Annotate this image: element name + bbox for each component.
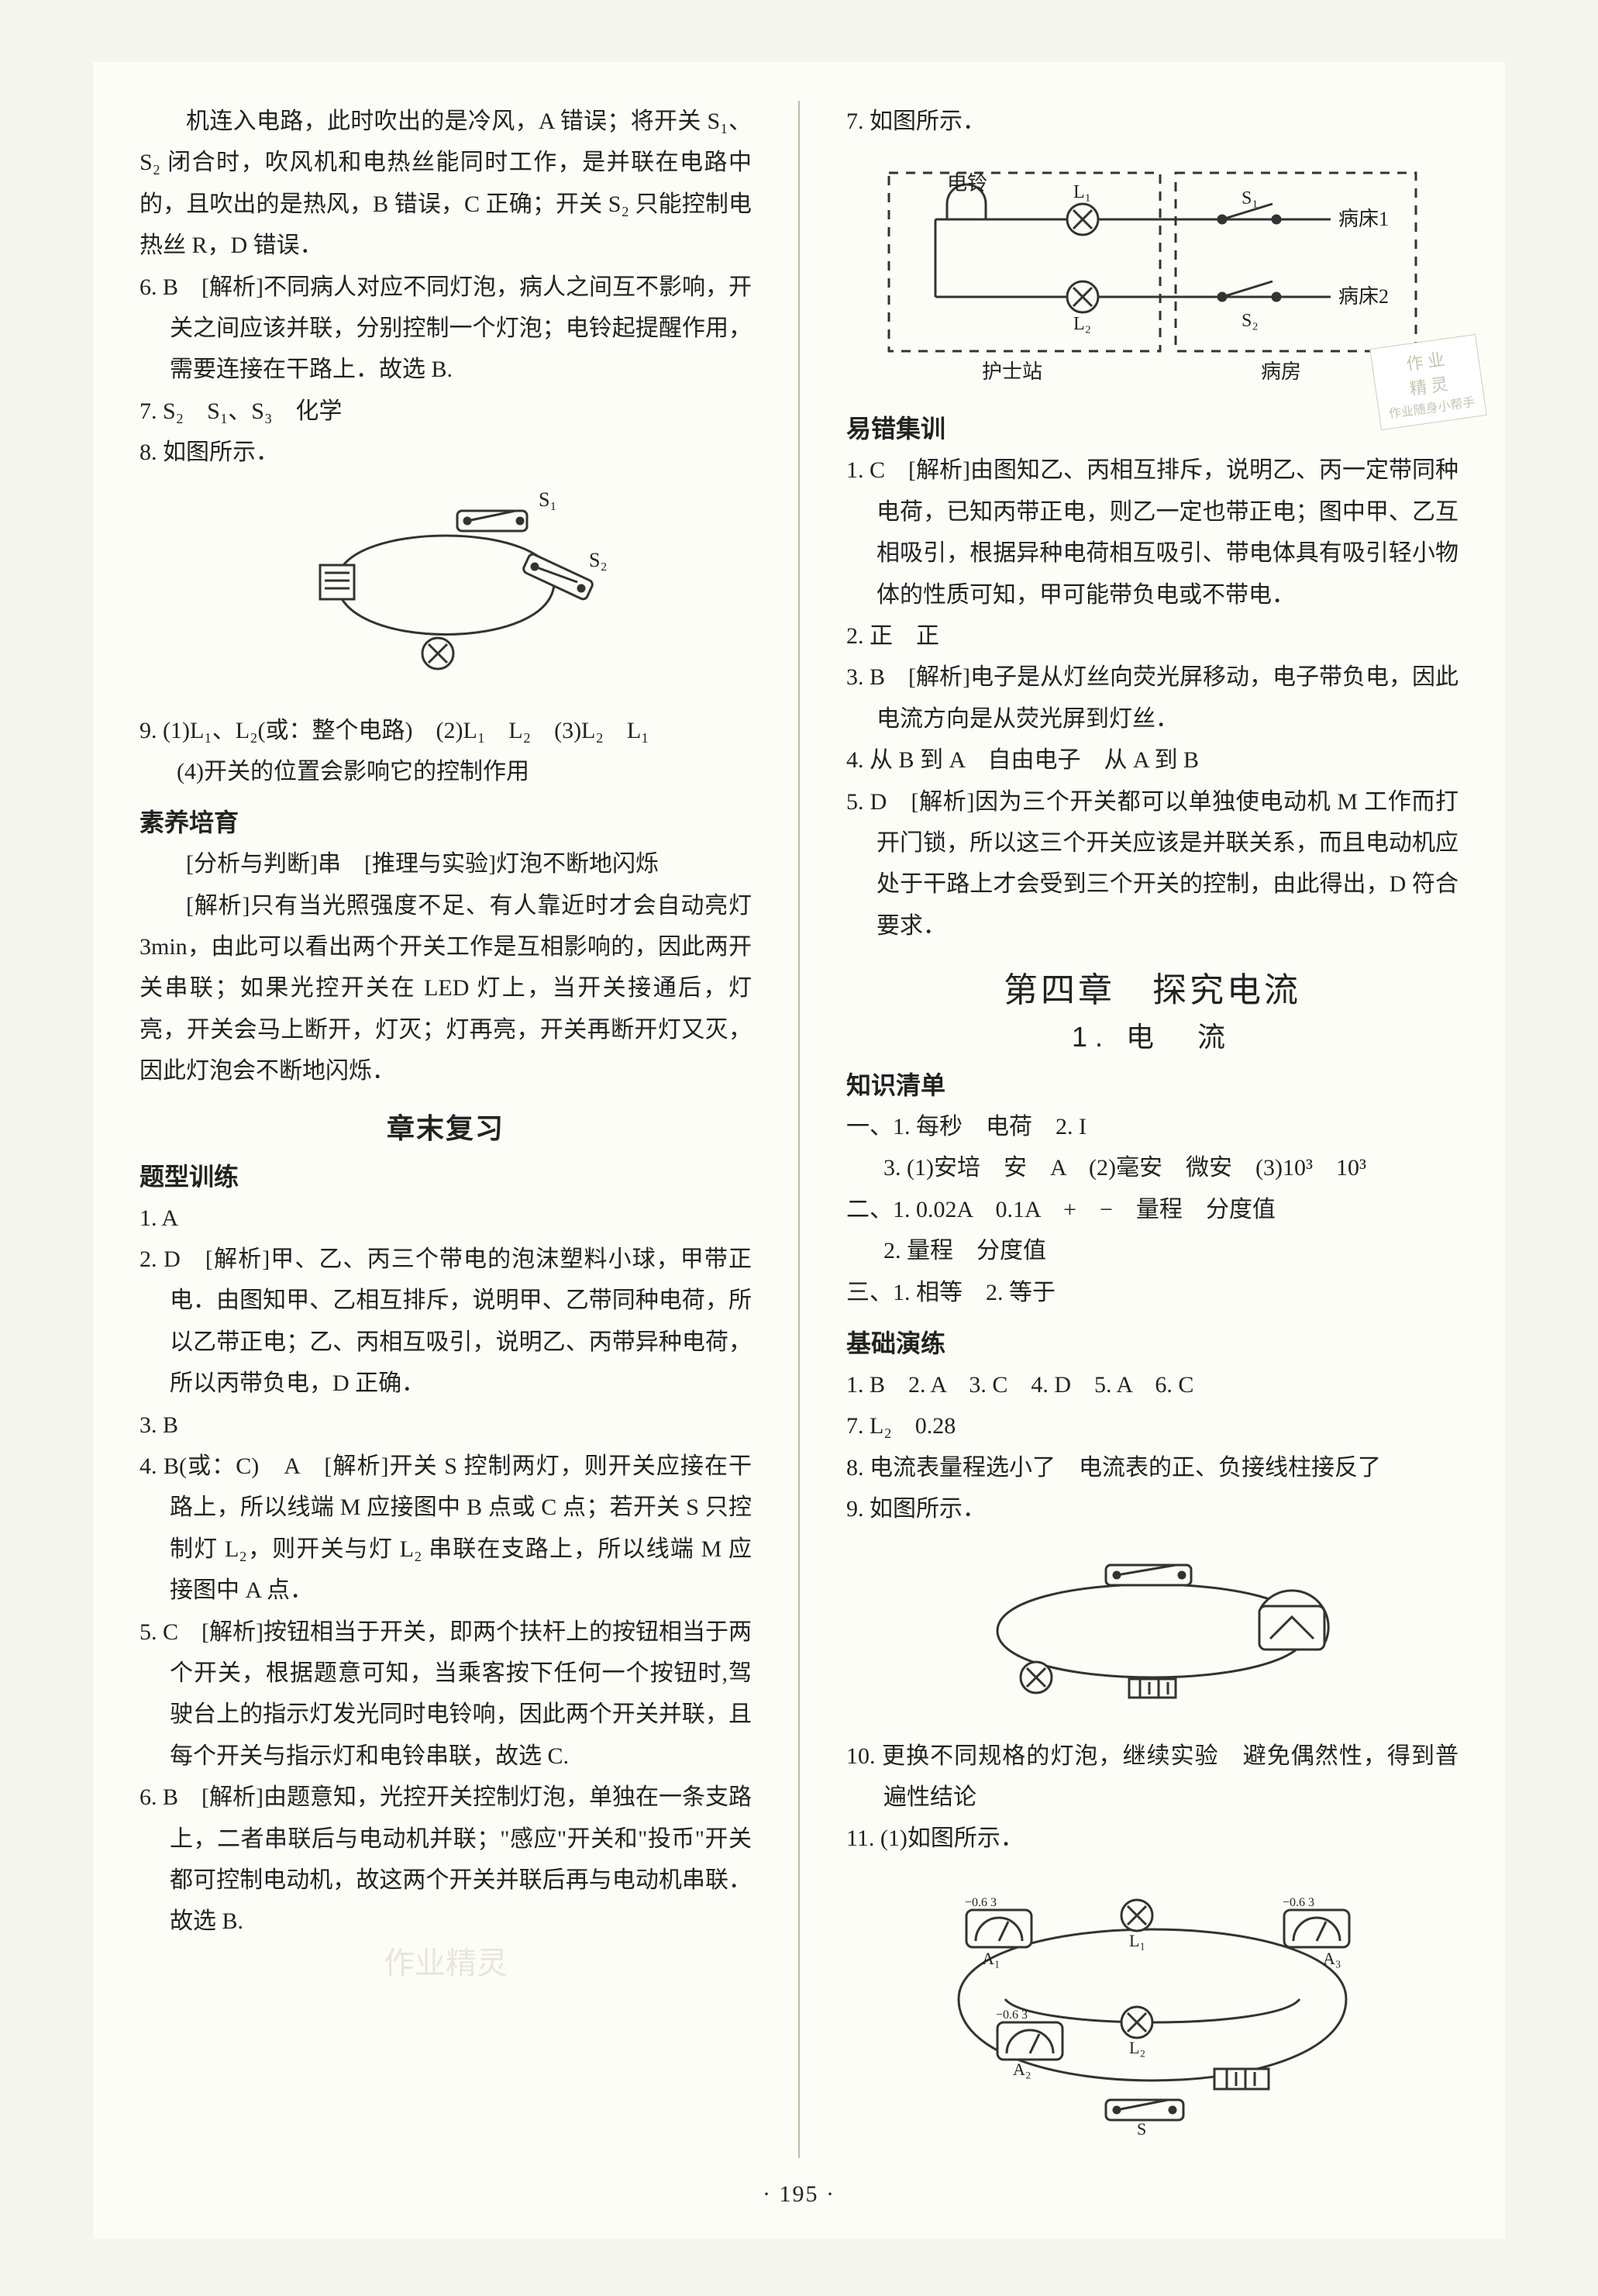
circuit-svg-1: S₁ S₂	[283, 489, 608, 691]
figure-circuit-1: S₁ S₂	[139, 489, 752, 695]
heading-jichu: 基础演练	[846, 1324, 1459, 1360]
circuit-svg-2: 电铃 L₁ L₂ S₁ S₂ 病床1 病床2 护士站 病房	[873, 157, 1431, 390]
heading-zhishi: 知识清单	[846, 1066, 1459, 1101]
right-column: 7. 如图所示．	[846, 101, 1459, 2158]
zhishi-3-1: 三、1. 相等 2. 等于	[846, 1272, 1459, 1313]
watermark-left: 作业精灵	[139, 1938, 752, 1983]
fig2-s1: S₁	[1242, 188, 1259, 209]
fig4-a2: A₂	[1013, 2060, 1031, 2079]
chapter-4-heading: 第四章 探究电流	[846, 962, 1459, 1012]
suyang-line2: [解析]只有当光照强度不足、有人靠近时才会自动亮灯 3min，由此可以看出两个开…	[139, 885, 752, 1092]
zhishi-2-1: 二、1. 0.02A 0.1A + − 量程 分度值	[846, 1189, 1459, 1230]
fig2-nurse: 护士站	[982, 360, 1042, 383]
review-6: 6. B [解析]由题意知，光控开关控制灯泡，单独在一条支路上，二者串联后与电动…	[139, 1777, 752, 1943]
circuit-svg-4: A₁ A₂ A₃ L₁ L₂ S −0.6 3 −0.6 3 −0.6 3	[904, 1875, 1400, 2139]
right-q7: 7. 如图所示．	[846, 101, 1459, 142]
circuit-svg-3	[951, 1546, 1354, 1716]
zhishi-3: 3. (1)安培 安 A (2)毫安 微安 (3)10³ 10³	[846, 1147, 1459, 1188]
review-1: 1. A	[139, 1198, 752, 1239]
fig2-bed1: 病床1	[1338, 208, 1389, 230]
fig2-ward: 病房	[1261, 360, 1301, 383]
review-2: 2. D [解析]甲、乙、丙三个带电的泡沫塑料小球，甲带正电．由图知甲、乙相互排…	[139, 1239, 752, 1405]
fig4-a1: A₁	[982, 1949, 1000, 1968]
zhishi-1: 一、1. 每秒 电荷 2. I	[846, 1106, 1459, 1147]
jichu-8: 8. 电流表量程选小了 电流表的正、负接线柱接反了	[846, 1447, 1459, 1488]
fig4-range-2: −0.6 3	[1283, 1896, 1314, 1909]
yicuo-3: 3. B [解析]电子是从灯丝向荧光屏移动，电子带负电，因此电流方向是从荧光屏到…	[846, 657, 1459, 739]
fig1-s1-label: S₁	[539, 489, 557, 511]
column-divider	[798, 101, 800, 2158]
fig2-s2: S₂	[1242, 311, 1259, 331]
yicuo-1: 1. C [解析]由图知乙、丙相互排斥，说明乙、丙一定带同种电荷，已知丙带正电，…	[846, 450, 1459, 615]
fig4-a3: A₃	[1323, 1949, 1341, 1968]
fig2-bed2: 病床2	[1338, 285, 1389, 308]
fig4-s: S	[1137, 2119, 1146, 2139]
figure-circuit-3	[846, 1546, 1459, 1720]
yicuo-4: 4. 从 B 到 A 自由电子 从 A 到 B	[846, 739, 1459, 781]
left-q9: 9. (1)L₁、L₂(或：整个电路) (2)L₁ L₂ (3)L₂ L₁	[139, 710, 752, 751]
stamp-badge: 作 业 精 灵 作业随身小帮手	[1369, 334, 1486, 430]
left-p1: 机连入电路，此时吹出的是冷风，A 错误；将开关 S₁、S₂ 闭合时，吹风机和电热…	[139, 101, 752, 267]
figure-circuit-4: A₁ A₂ A₃ L₁ L₂ S −0.6 3 −0.6 3 −0.6 3	[846, 1875, 1459, 2143]
jichu-11: 11. (1)如图所示．	[846, 1818, 1459, 1859]
page-number: · 195 ·	[139, 2181, 1459, 2208]
heading-tixing: 题型训练	[139, 1157, 752, 1193]
jichu-9: 9. 如图所示．	[846, 1488, 1459, 1529]
fig1-s2-label: S₂	[589, 549, 608, 571]
left-column: 机连入电路，此时吹出的是冷风，A 错误；将开关 S₁、S₂ 闭合时，吹风机和电热…	[139, 101, 752, 2158]
fig2-l1: L₁	[1073, 182, 1091, 202]
left-q9-sub: (4)开关的位置会影响它的控制作用	[139, 751, 752, 792]
left-q8: 8. 如图所示．	[139, 432, 752, 473]
heading-chapter-review: 章末复习	[139, 1106, 752, 1146]
review-5: 5. C [解析]按钮相当于开关，即两个扶杆上的按钮相当于两个开关，根据题意可知…	[139, 1612, 752, 1777]
fig4-range-3: −0.6 3	[996, 2008, 1028, 2022]
jichu-10: 10. 更换不同规格的灯泡，继续实验 避免偶然性，得到普遍性结论	[846, 1736, 1459, 1819]
two-column-layout: 机连入电路，此时吹出的是冷风，A 错误；将开关 S₁、S₂ 闭合时，吹风机和电热…	[139, 101, 1459, 2158]
jichu-row1: 1. B 2. A 3. C 4. D 5. A 6. C	[846, 1364, 1459, 1405]
fig4-l2: L₂	[1129, 2038, 1145, 2057]
suyang-line1: [分析与判断]串 [推理与实验]灯泡不断地闪烁	[139, 843, 752, 884]
yicuo-2: 2. 正 正	[846, 615, 1459, 657]
review-3: 3. B	[139, 1405, 752, 1446]
fig2-l2: L₂	[1073, 314, 1091, 334]
left-q6: 6. B [解析]不同病人对应不同灯泡，病人之间互不影响，开关之间应该并联，分别…	[139, 267, 752, 391]
figure-circuit-2: 电铃 L₁ L₂ S₁ S₂ 病床1 病床2 护士站 病房	[846, 157, 1459, 394]
jichu-7: 7. L₂ 0.28	[846, 1405, 1459, 1446]
document-page: 机连入电路，此时吹出的是冷风，A 错误；将开关 S₁、S₂ 闭合时，吹风机和电热…	[93, 62, 1505, 2239]
yicuo-5: 5. D [解析]因为三个开关都可以单独使电动机 M 工作而打开门锁，所以这三个…	[846, 781, 1459, 947]
fig2-bell: 电铃	[947, 172, 987, 195]
left-q7: 7. S₂ S₁、S₃ 化学	[139, 391, 752, 432]
heading-yicuo: 易错集训	[846, 409, 1459, 445]
review-4: 4. B(或：C) A [解析]开关 S 控制两灯，则开关应接在干路上，所以线端…	[139, 1446, 752, 1612]
chapter-4-sub: 1. 电 流	[846, 1015, 1459, 1055]
heading-suyang: 素养培育	[139, 803, 752, 839]
fig4-l1: L₁	[1129, 1931, 1145, 1950]
zhishi-2-2: 2. 量程 分度值	[846, 1230, 1459, 1271]
fig4-range-1: −0.6 3	[965, 1896, 997, 1909]
